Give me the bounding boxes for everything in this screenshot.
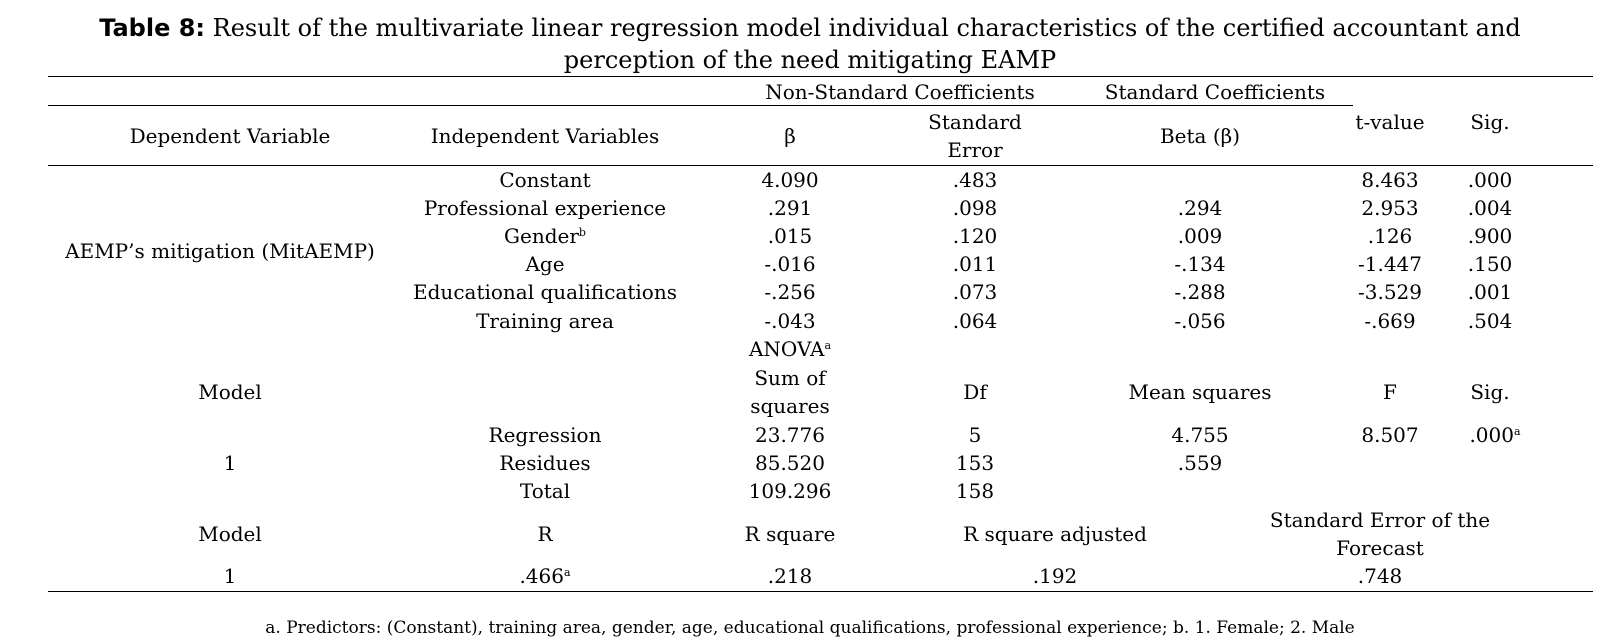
coef-var: Age bbox=[525, 252, 565, 276]
anova-header-df: Df bbox=[963, 380, 987, 404]
coef-sig: .000 bbox=[1467, 168, 1513, 192]
anova-ss: 85.520 bbox=[755, 451, 825, 475]
rule-group-header bbox=[48, 105, 1353, 106]
coef-se: .120 bbox=[952, 224, 998, 248]
coef-se: .064 bbox=[952, 309, 998, 333]
coef-b: 4.090 bbox=[761, 168, 819, 192]
anova-header-sum-squares: Sum of squares bbox=[750, 366, 830, 418]
group-header-nonstd: Non-Standard Coefficients bbox=[765, 80, 1035, 104]
anova-header-f: F bbox=[1383, 380, 1397, 404]
anova-df: 158 bbox=[955, 479, 995, 503]
table-title-line1: Result of the multivariate linear regres… bbox=[212, 14, 1521, 42]
coef-t: -3.529 bbox=[1357, 280, 1422, 304]
coef-var: Genderb bbox=[345, 222, 745, 250]
summary-model: 1 bbox=[223, 564, 237, 588]
rule-header-bottom bbox=[48, 165, 1593, 166]
table-title-line2: perception of the need mitigating EAMP bbox=[563, 46, 1057, 74]
coef-se: .098 bbox=[952, 196, 998, 220]
anova-title-text: ANOVA bbox=[748, 337, 825, 361]
table-label: Table 8: bbox=[99, 14, 205, 42]
header-sig: Sig. bbox=[1470, 110, 1510, 134]
coef-sig: .004 bbox=[1467, 196, 1513, 220]
summary-r: .466a bbox=[445, 562, 645, 590]
coef-t: -1.447 bbox=[1357, 252, 1422, 276]
anova-ss: 23.776 bbox=[755, 423, 825, 447]
rule-top bbox=[48, 76, 1593, 77]
header-standard-error: Standard Error bbox=[928, 110, 1022, 162]
coef-var-text: Gender bbox=[504, 224, 579, 248]
summary-header-std-error-forecast: Standard Error of the Forecast bbox=[1269, 508, 1491, 560]
summary-header-r-square: R square bbox=[744, 522, 836, 546]
anova-df: 5 bbox=[968, 423, 982, 447]
anova-header-sig: Sig. bbox=[1470, 380, 1510, 404]
coef-se: .483 bbox=[952, 168, 998, 192]
table-title: Table 8: Result of the multivariate line… bbox=[0, 12, 1620, 45]
coef-t: 2.953 bbox=[1361, 196, 1419, 220]
anova-sig: .000a bbox=[1455, 421, 1535, 449]
coef-std-beta: -.056 bbox=[1174, 309, 1226, 333]
coef-t: -.669 bbox=[1364, 309, 1416, 333]
summary-header-r-square-adjusted: R square adjusted bbox=[963, 522, 1147, 546]
coef-b: -.256 bbox=[764, 280, 816, 304]
header-dependent-variable: Dependent Variable bbox=[129, 124, 331, 148]
coef-std-beta: .009 bbox=[1177, 224, 1223, 248]
anova-label: Regression bbox=[488, 423, 602, 447]
coef-sig: .001 bbox=[1467, 280, 1513, 304]
coef-b: .291 bbox=[767, 196, 813, 220]
coef-t: 8.463 bbox=[1361, 168, 1419, 192]
anova-title: ANOVAa bbox=[690, 335, 890, 363]
coef-b: -.016 bbox=[764, 252, 816, 276]
coef-sig: .504 bbox=[1467, 309, 1513, 333]
summary-header-model: Model bbox=[198, 522, 262, 546]
anova-model-number: 1 bbox=[223, 451, 237, 475]
summary-std-error-forecast: .748 bbox=[1357, 564, 1403, 588]
coef-std-beta: -.288 bbox=[1174, 280, 1226, 304]
summary-r-text: .466 bbox=[519, 564, 564, 588]
anova-ss: 109.296 bbox=[748, 479, 832, 503]
coef-se: .073 bbox=[952, 280, 998, 304]
anova-f: 8.507 bbox=[1361, 423, 1419, 447]
anova-header-mean-squares: Mean squares bbox=[1128, 380, 1272, 404]
group-header-std: Standard Coefficients bbox=[1104, 80, 1326, 104]
coef-b: .015 bbox=[767, 224, 813, 248]
dependent-variable-label: AEMP’s mitigation (MitAEMP) bbox=[65, 239, 375, 263]
summary-r-sup: a bbox=[563, 566, 571, 579]
coef-t: .126 bbox=[1367, 224, 1413, 248]
summary-r-square: .218 bbox=[767, 564, 813, 588]
anova-sig-text: .000 bbox=[1469, 423, 1514, 447]
coef-var: Professional experience bbox=[423, 196, 667, 220]
coef-b: -.043 bbox=[764, 309, 816, 333]
anova-sig-sup: a bbox=[1513, 425, 1521, 438]
coef-std-beta: .294 bbox=[1177, 196, 1223, 220]
anova-label: Residues bbox=[499, 451, 591, 475]
header-std-beta: Beta (β) bbox=[1159, 124, 1241, 148]
header-beta: β bbox=[784, 124, 796, 148]
anova-title-sup: a bbox=[824, 339, 832, 352]
anova-df: 153 bbox=[955, 451, 995, 475]
table-footnote: a. Predictors: (Constant), training area… bbox=[265, 618, 1355, 638]
coef-var: Educational qualifications bbox=[413, 280, 677, 304]
coef-sig: .900 bbox=[1467, 224, 1513, 248]
coef-std-beta: -.134 bbox=[1174, 252, 1226, 276]
coef-var: Constant bbox=[499, 168, 591, 192]
header-independent-variables: Independent Variables bbox=[430, 124, 660, 148]
anova-ms: 4.755 bbox=[1171, 423, 1229, 447]
header-t-value: t-value bbox=[1355, 110, 1425, 134]
anova-header-model: Model bbox=[198, 380, 262, 404]
summary-r-square-adjusted: .192 bbox=[1032, 564, 1078, 588]
anova-label: Total bbox=[519, 479, 571, 503]
anova-ms: .559 bbox=[1177, 451, 1223, 475]
coef-sig: .150 bbox=[1467, 252, 1513, 276]
coef-var: Training area bbox=[476, 309, 614, 333]
coef-var-sup: b bbox=[578, 226, 586, 239]
coef-se: .011 bbox=[952, 252, 998, 276]
summary-header-r: R bbox=[537, 522, 553, 546]
rule-bottom bbox=[48, 591, 1593, 592]
